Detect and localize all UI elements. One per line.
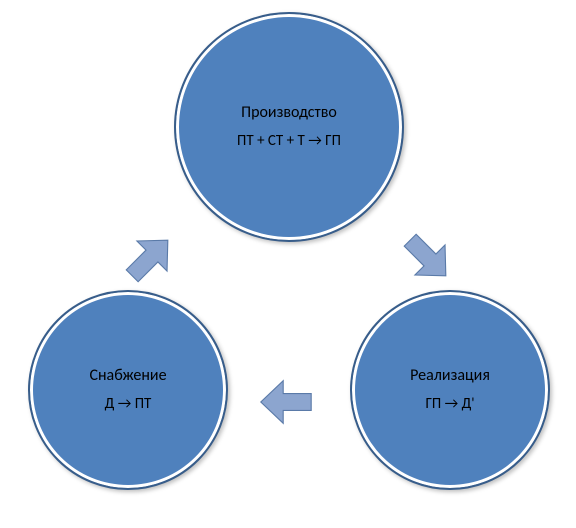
arrow-real-to-supply bbox=[258, 374, 314, 430]
node-realization-title: Реализация bbox=[410, 366, 490, 385]
arrow-supply-to-prod bbox=[110, 218, 189, 297]
node-production: Производство ПТ + СТ + Т → ГП bbox=[174, 12, 404, 242]
arrow-prod-to-real bbox=[388, 218, 467, 297]
arrow-icon bbox=[110, 218, 189, 297]
node-supply-formula: Д → ПТ bbox=[95, 395, 162, 414]
node-production-formula: ПТ + СТ + Т → ГП bbox=[227, 132, 351, 151]
arrow-icon bbox=[388, 218, 467, 297]
node-production-title: Производство bbox=[241, 103, 337, 122]
node-supply: Снабжение Д → ПТ bbox=[28, 290, 228, 490]
arrow-icon bbox=[258, 374, 314, 430]
node-realization: Реализация ГП → Д' bbox=[350, 290, 550, 490]
node-supply-title: Снабжение bbox=[89, 366, 166, 385]
node-realization-formula: ГП → Д' bbox=[415, 395, 484, 414]
